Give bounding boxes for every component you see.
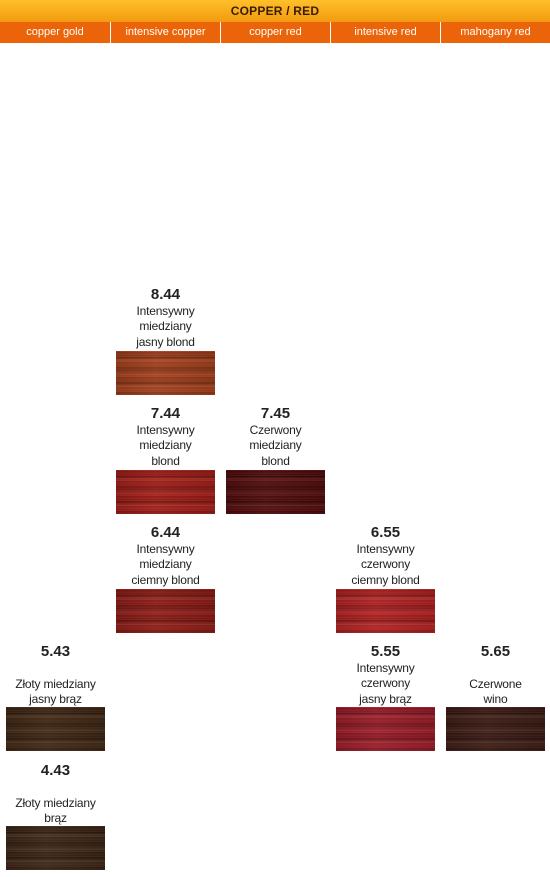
column-header-copper-gold: copper gold [0,22,110,43]
color-swatch-8-44[interactable] [116,351,215,395]
shade-description: Czerwony miedziany blond [249,423,302,468]
shade-code: 5.55 [370,643,401,660]
color-swatch-5-55[interactable] [336,707,435,751]
color-swatch-6-55[interactable] [336,589,435,633]
shade-description: Czerwone wino [469,677,522,707]
shade-code: 7.44 [150,405,181,422]
column-header-copper-red: copper red [221,22,330,43]
column-header-intensive-copper: intensive copper [111,22,220,43]
shade-description: Złoty miedziany jasny brąz [15,677,96,707]
shade-description: Intensywny miedziany ciemny blond [131,542,200,587]
shade-description: Złoty miedziany brąz [15,796,96,826]
shade-card-5-65: 5.65 Czerwone wino [446,643,545,708]
shade-card-7-45: 7.45 Czerwony miedziany blond [226,405,325,469]
shade-code: 8.44 [150,286,181,303]
section-title: COPPER / RED [0,0,550,22]
color-swatch-7-44[interactable] [116,470,215,514]
shade-card-7-44: 7.44 Intensywny miedziany blond [116,405,215,469]
shade-code: 7.45 [260,405,291,422]
shade-card-5-55: 5.55 Intensywny czerwony jasny brąz [336,643,435,707]
shade-card-5-43: 5.43 Złoty miedziany jasny brąz [6,643,105,708]
shade-card-6-55: 6.55 Intensywny czerwony ciemny blond [336,524,435,588]
color-swatch-7-45[interactable] [226,470,325,514]
shade-code: 6.44 [150,524,181,541]
color-swatch-4-43[interactable] [6,826,105,870]
shade-code: 5.43 [40,643,71,660]
shade-card-6-44: 6.44 Intensywny miedziany ciemny blond [116,524,215,588]
shade-code: 4.43 [40,762,71,779]
column-header-mahogany-red: mahogany red [441,22,550,43]
color-swatch-5-43[interactable] [6,707,105,751]
shade-description: Intensywny miedziany jasny blond [136,304,195,349]
color-swatch-5-65[interactable] [446,707,545,751]
shade-code: 6.55 [370,524,401,541]
shade-code: 5.65 [480,643,511,660]
shade-description: Intensywny czerwony ciemny blond [351,542,420,587]
color-swatch-6-44[interactable] [116,589,215,633]
column-header-intensive-red: intensive red [331,22,440,43]
shade-card-4-43: 4.43 Złoty miedziany brąz [6,762,105,827]
shade-card-8-44: 8.44 Intensywny miedziany jasny blond [116,286,215,350]
shade-description: Intensywny czerwony jasny brąz [356,661,415,706]
shade-description: Intensywny miedziany blond [136,423,195,468]
